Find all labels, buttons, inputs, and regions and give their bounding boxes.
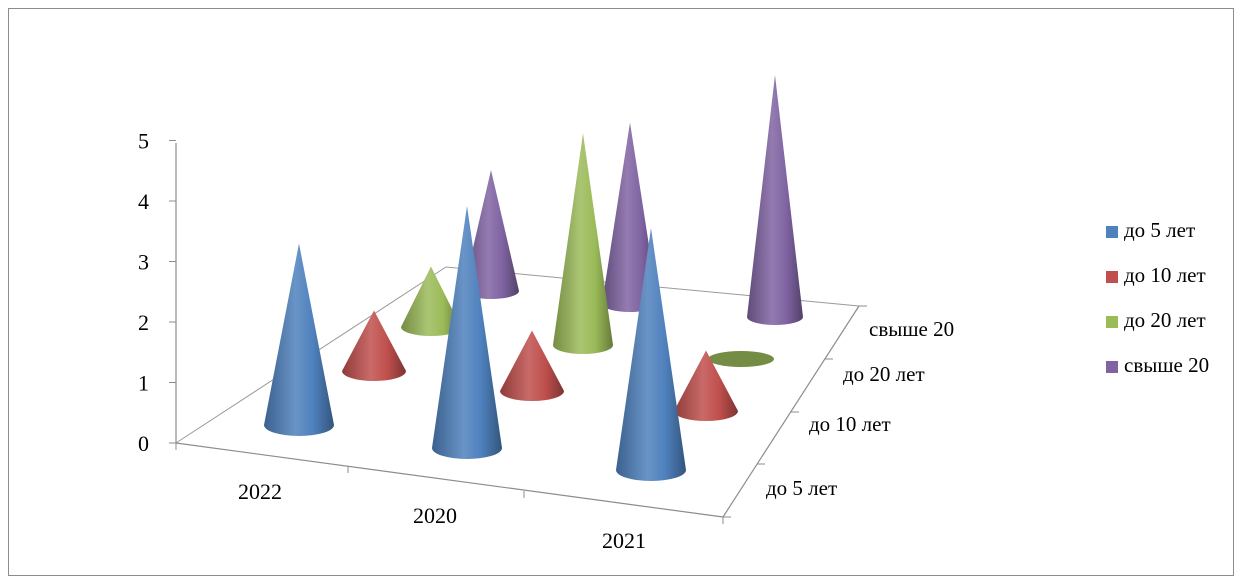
cone-mark [553,133,613,354]
x-tick-label: 2022 [238,479,282,504]
cone-mark [264,243,334,436]
y-tick-label: 1 [138,371,149,396]
cone-mark [500,330,564,401]
y-tick-label: 4 [138,189,149,214]
y-tick-label: 2 [138,310,149,335]
legend-swatch [1106,361,1118,373]
cone-mark [342,310,406,381]
cone-mark [674,350,738,421]
cone-base-flat [708,351,774,367]
cone-mark [463,170,519,299]
legend-swatch [1106,316,1118,328]
cone-mark [747,75,803,325]
depth-tick-label: до 20 лет [843,362,925,386]
chart-frame: 0 1 2 3 4 5 2022 2020 2021 до 5 лет до 10 лет до 20… [8,8,1234,576]
cone-mark [401,266,461,336]
cones [264,75,803,481]
cone-mark [616,228,686,481]
axes [169,140,867,524]
legend-swatch [1106,271,1118,283]
x-axis-line [175,442,724,518]
depth-tick-label: свыше 20 [869,317,954,341]
x-tick-label: 2021 [602,528,646,553]
y-tick-label: 3 [138,250,149,275]
legend: до 5 лет до 10 лет до 20 лет свыше 20 [1106,218,1209,377]
depth-tick-label: до 5 лет [766,476,837,500]
y-tick-label: 0 [138,431,149,456]
legend-swatch [1106,226,1118,238]
axis-labels: 0 1 2 3 4 5 2022 2020 2021 до 5 лет до 10 лет до 20… [138,129,954,554]
legend-label: до 20 лет [1124,308,1206,332]
cone-mark [602,122,658,312]
y-tick-label: 5 [138,129,149,154]
cone-mark [432,206,502,459]
cone-chart: 0 1 2 3 4 5 2022 2020 2021 до 5 лет до 10 лет до 20… [138,75,1209,554]
legend-label: до 5 лет [1124,218,1195,242]
floor-back-edges [175,266,860,444]
x-tick-label: 2020 [413,503,457,528]
legend-label: до 10 лет [1124,263,1206,287]
legend-label: свыше 20 [1124,353,1209,377]
depth-tick-label: до 10 лет [809,412,891,436]
